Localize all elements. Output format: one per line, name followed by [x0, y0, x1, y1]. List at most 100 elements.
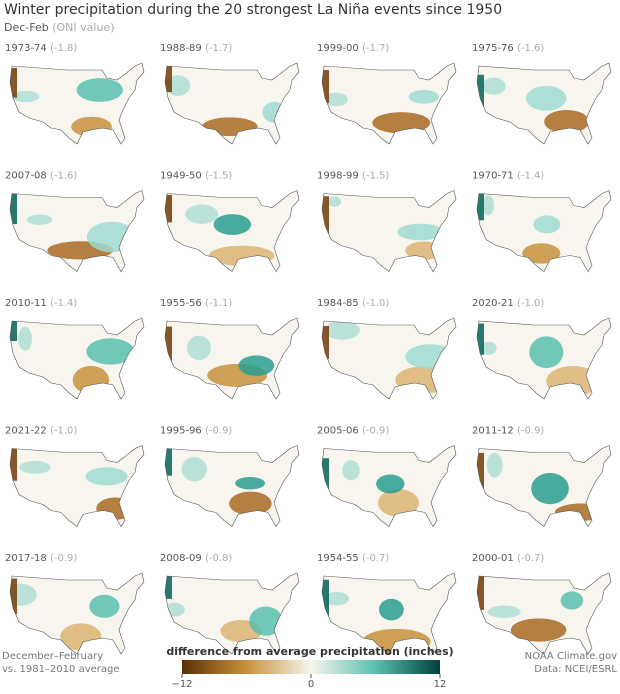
panel-years: 1975-76: [472, 43, 514, 54]
wet-area: [324, 92, 348, 107]
coast-strip: [477, 74, 484, 109]
colorbar-tick-label: 12: [434, 679, 447, 690]
colorbar-tick-label: −12: [171, 679, 192, 690]
panel-years: 2017-18: [5, 553, 47, 564]
panel-years: 2010-11: [5, 298, 47, 309]
map: [164, 62, 300, 145]
wet-area: [235, 476, 266, 490]
map-outline: [476, 445, 612, 528]
panel-oni: (-0.9): [50, 553, 77, 564]
dry-area: [377, 489, 420, 517]
coast-strip: [322, 196, 329, 238]
footnote-left: December–February: [2, 651, 103, 662]
wet-area: [529, 336, 564, 369]
map: [321, 445, 457, 528]
map-outline: [321, 62, 457, 145]
panel-label: 1973-74 (-1.8): [5, 43, 77, 54]
dry-area: [229, 491, 272, 516]
map: [476, 445, 612, 528]
wet-area: [186, 335, 211, 361]
map-base: [165, 318, 299, 399]
map-fill: [477, 318, 611, 399]
wet-area: [19, 460, 51, 474]
panel-oni: (-1.0): [362, 298, 389, 309]
map: [476, 572, 612, 655]
wet-area: [11, 90, 40, 103]
panel-years: 1954-55: [317, 553, 359, 564]
map-outline: [476, 62, 612, 145]
panel-years: 1999-00: [317, 43, 359, 54]
wet-area: [533, 215, 561, 234]
map-fill: [10, 63, 144, 144]
panel-oni: (-0.8): [205, 553, 232, 564]
panel-label: 2000-01 (-0.7): [472, 553, 544, 564]
panel-label: 1998-99 (-1.5): [317, 171, 389, 182]
wet-area: [76, 78, 123, 102]
panel-label: 1954-55 (-0.7): [317, 553, 389, 564]
panel-oni: (-1.1): [205, 298, 232, 309]
map-fill: [10, 190, 144, 272]
wet-area: [481, 77, 506, 95]
panel-label: 1975-76 (-1.6): [472, 43, 544, 54]
title: Winter precipitation during the 20 stron…: [4, 2, 502, 18]
panel-label: 1970-71 (-1.4): [472, 171, 544, 182]
wet-area: [86, 338, 135, 365]
map-fill: [165, 445, 299, 527]
wet-area: [249, 606, 283, 636]
map-outline: [321, 572, 457, 655]
map-fill: [477, 190, 611, 272]
map-base: [10, 190, 144, 272]
wet-area: [324, 320, 360, 340]
map-outline: [164, 572, 300, 655]
wet-area: [342, 460, 360, 481]
map-fill: [10, 445, 144, 527]
panel-oni: (-0.7): [517, 553, 544, 564]
coast-strip: [10, 67, 17, 98]
dry-area: [555, 503, 608, 521]
map-fill: [165, 318, 299, 399]
dry-area: [395, 366, 452, 394]
wet-area: [480, 341, 497, 355]
panel-oni: (-1.5): [362, 171, 389, 182]
coast-strip: [477, 190, 484, 221]
map-fill: [322, 63, 456, 144]
map-fill: [322, 445, 456, 527]
wet-area: [327, 196, 342, 207]
panel-years: 1988-89: [160, 43, 202, 54]
map: [164, 445, 300, 528]
panel-years: 1955-56: [160, 298, 202, 309]
panel-years: 1984-85: [317, 298, 359, 309]
panel-oni: (-1.7): [362, 43, 389, 54]
panel-oni: (-1.4): [517, 171, 544, 182]
map: [9, 62, 145, 145]
panel-label: 1995-96 (-0.9): [160, 426, 232, 437]
coast-strip: [477, 573, 484, 610]
dry-area: [71, 116, 112, 137]
panel-oni: (-1.0): [517, 298, 544, 309]
panel-years: 2005-06: [317, 426, 359, 437]
dry-area: [208, 245, 275, 266]
wet-area: [185, 204, 219, 224]
coast-strip: [322, 579, 329, 618]
map-outline: [9, 190, 145, 273]
panel-oni: (-1.6): [517, 43, 544, 54]
map-base: [165, 63, 299, 144]
map-fill: [165, 190, 299, 272]
map-outline: [476, 572, 612, 655]
dry-area: [522, 243, 561, 264]
panel-oni: (-1.7): [205, 43, 232, 54]
map: [9, 445, 145, 528]
map: [321, 317, 457, 400]
map-base: [10, 63, 144, 144]
wet-area: [26, 214, 53, 225]
wet-area: [379, 598, 404, 621]
panel-years: 2020-21: [472, 298, 514, 309]
wet-area: [408, 89, 440, 104]
wet-area: [486, 452, 503, 478]
map-fill: [322, 190, 456, 272]
panel-label: 2007-08 (-1.6): [5, 171, 77, 182]
wet-area: [89, 594, 120, 618]
map-outline: [9, 62, 145, 145]
panel-label: 1949-50 (-1.5): [160, 171, 232, 182]
